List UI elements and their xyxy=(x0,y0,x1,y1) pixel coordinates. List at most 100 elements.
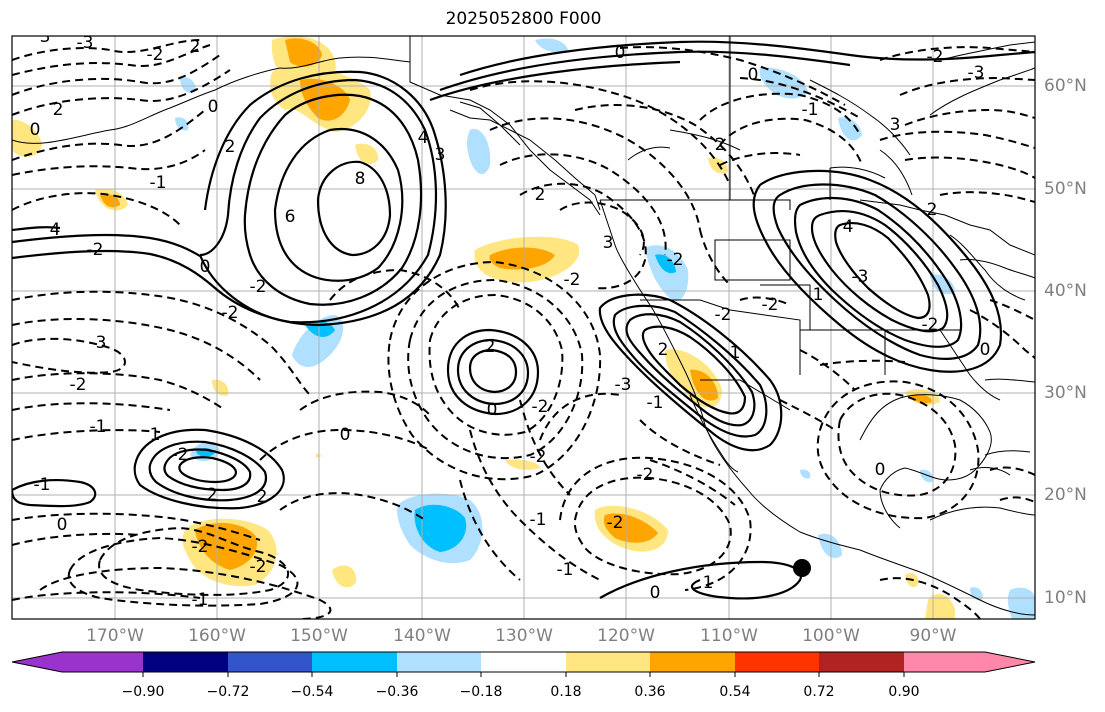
colorbar-tick-label: 0.72 xyxy=(803,684,835,700)
colorbar-swatch xyxy=(228,652,312,672)
contour-label: 2 xyxy=(225,137,236,157)
contour-label: -1 xyxy=(647,393,664,413)
contour-label: -2 xyxy=(192,537,209,557)
contour-label: 1 xyxy=(150,425,161,445)
contour-label: -1 xyxy=(530,510,547,530)
contour-label: -2 xyxy=(922,315,939,335)
contour-labels: -3 -2 2 3 0 2 4 0 6 8 3 4 2 -2 -1 0 -3 -… xyxy=(30,27,991,610)
contour-label: 3 xyxy=(890,115,901,135)
lat-label: 50°N xyxy=(1044,179,1087,199)
lat-label: 60°N xyxy=(1044,76,1087,96)
contour-label: -3 xyxy=(77,33,94,53)
storm-center-dot xyxy=(793,559,811,577)
contour-label: -2 xyxy=(607,513,624,533)
lat-label: 30°N xyxy=(1044,383,1087,403)
colorbar-swatch xyxy=(566,652,650,672)
contour-label: -2 xyxy=(637,465,654,485)
lon-label: 150°W xyxy=(290,626,348,646)
contour-label: 0 xyxy=(487,400,498,420)
colorbar-tick-label: −0.72 xyxy=(206,684,250,700)
colorbar-tick-label: −0.18 xyxy=(459,684,503,700)
lat-label: 10°N xyxy=(1044,588,1087,608)
positive-contours xyxy=(12,40,1035,600)
contour-label: -2 xyxy=(530,447,547,467)
colorbar-swatch xyxy=(650,652,735,672)
contour-label: -2 xyxy=(532,397,549,417)
contour-label: 3 xyxy=(40,27,51,47)
colorbar-tick-label: 0.36 xyxy=(634,684,666,700)
contour-label: -2 xyxy=(715,305,732,325)
colorbar-outline xyxy=(11,651,1036,673)
colorbar-tick-label: 0.54 xyxy=(719,684,751,700)
contour-label: 4 xyxy=(418,128,429,148)
colorbar-swatch xyxy=(62,652,143,672)
contour-label: -1 xyxy=(802,100,819,120)
contour-label: 2 xyxy=(207,485,218,505)
contour-label: -2 xyxy=(667,250,684,270)
lon-label: 160°W xyxy=(188,626,246,646)
contour-label: 0 xyxy=(340,425,351,445)
contour-label: -1 xyxy=(192,590,209,610)
contour-label: 0 xyxy=(208,97,219,117)
contour-label: -2 xyxy=(172,445,189,465)
contour-label: 0 xyxy=(980,340,991,360)
contour-label: 4 xyxy=(843,217,854,237)
lat-label: 20°N xyxy=(1044,485,1087,505)
contour-label: 6 xyxy=(285,207,296,227)
colorbar-tick-label: 0.90 xyxy=(888,684,920,700)
contour-label: -3 xyxy=(615,375,632,395)
contour-label: 1 xyxy=(703,573,714,593)
contour-label: 0 xyxy=(650,583,661,603)
contour-label: 3 xyxy=(603,233,614,253)
contour-label: -1 xyxy=(90,417,107,437)
map-title: 2025052800 F000 xyxy=(445,9,602,29)
contour-label: 2 xyxy=(485,337,496,357)
contour-label: -2 xyxy=(762,295,779,315)
contour-label: -2 xyxy=(250,277,267,297)
colorbar-extend-max xyxy=(985,652,1035,672)
lon-label: 110°W xyxy=(700,626,758,646)
contour-label: -2 xyxy=(564,270,581,290)
contour-label: -2 xyxy=(250,557,267,577)
contour-label: -1 xyxy=(557,560,574,580)
contour-label: 1 xyxy=(813,285,824,305)
lon-label: 120°W xyxy=(597,626,655,646)
contour-label: -2 xyxy=(87,240,104,260)
contour-label: -2 xyxy=(70,375,87,395)
contour-label: 8 xyxy=(355,169,366,189)
contour-label: 0 xyxy=(30,120,41,140)
contour-label: 4 xyxy=(50,220,61,240)
colorbar-tick-label: −0.36 xyxy=(375,684,419,700)
contour-label: -1 xyxy=(150,173,167,193)
lon-label: 170°W xyxy=(86,626,144,646)
coastlines xyxy=(12,36,1035,616)
contour-label: -2 xyxy=(927,47,944,67)
colorbar xyxy=(11,651,1036,677)
colorbar-extend-min xyxy=(12,652,62,672)
contour-label: 0 xyxy=(57,515,68,535)
colorbar-swatch xyxy=(312,652,397,672)
map-frame xyxy=(11,35,1036,620)
colorbar-tick-label: −0.90 xyxy=(121,684,165,700)
colorbar-tick-label: −0.54 xyxy=(290,684,334,700)
negative-contours xyxy=(12,39,1035,619)
contour-label: -2 xyxy=(147,45,164,65)
contour-label: 2 xyxy=(257,487,268,507)
contour-label: 1 xyxy=(730,343,741,363)
colorbar-tick-label: 0.18 xyxy=(550,684,582,700)
lon-label: 140°W xyxy=(393,626,451,646)
contour-label: 0 xyxy=(615,43,626,63)
contour-label: -2 xyxy=(222,303,239,323)
colorbar-swatch xyxy=(819,652,904,672)
contour-label: 0 xyxy=(748,65,759,85)
lon-label: 130°W xyxy=(495,626,553,646)
colorbar-swatch xyxy=(481,652,566,672)
contour-label: -3 xyxy=(90,333,107,353)
lon-label: 100°W xyxy=(802,626,860,646)
contour-label: 3 xyxy=(435,145,446,165)
contour-label: 0 xyxy=(875,460,886,480)
lat-label: 40°N xyxy=(1044,281,1087,301)
lon-label: 90°W xyxy=(909,626,957,646)
contour-label: 2 xyxy=(658,340,669,360)
